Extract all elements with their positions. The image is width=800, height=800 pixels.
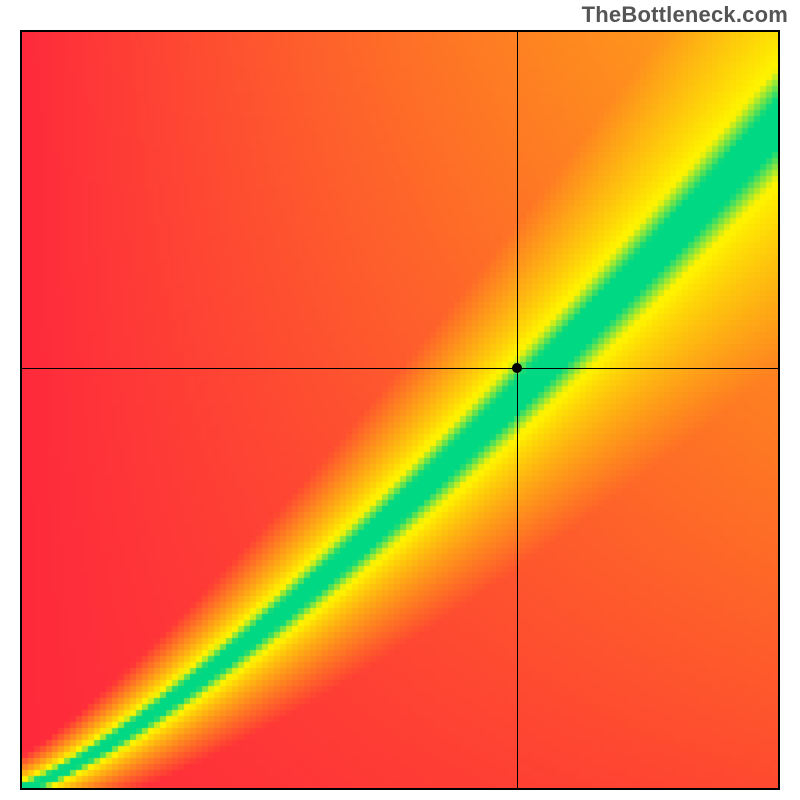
- chart-container: TheBottleneck.com: [0, 0, 800, 800]
- watermark-text: TheBottleneck.com: [582, 2, 788, 28]
- crosshair-horizontal: [22, 368, 778, 369]
- heatmap-canvas: [22, 32, 778, 788]
- plot-frame: [20, 30, 780, 790]
- crosshair-vertical: [517, 32, 518, 788]
